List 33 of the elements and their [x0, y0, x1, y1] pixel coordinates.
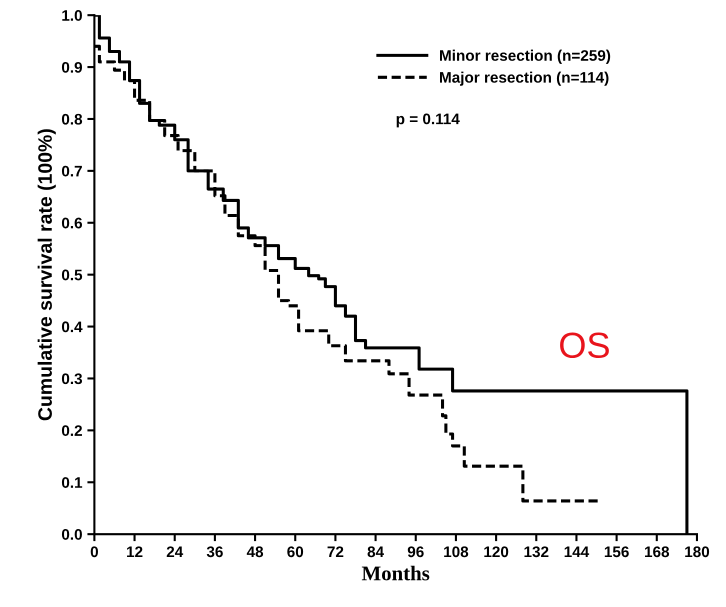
x-tick-label: 72 — [328, 546, 344, 558]
x-axis-title: Months — [362, 566, 430, 580]
x-tick-label: 36 — [206, 546, 223, 558]
y-axis-title: Cumulative survival rate (100%) — [38, 129, 56, 420]
y-tick-label: 0.8 — [62, 114, 82, 125]
x-tick-label: 120 — [484, 546, 508, 558]
y-tick-label: 0.3 — [62, 373, 82, 384]
x-tick-label: 132 — [524, 546, 548, 558]
legend-label: Major resection (n=114) — [440, 72, 608, 86]
x-tick-label: 144 — [564, 546, 590, 558]
x-tick-label: 156 — [604, 546, 629, 558]
y-tick-label: 0.5 — [62, 270, 82, 280]
y-tick-label: 0.0 — [62, 529, 82, 540]
x-tick-label: 168 — [645, 546, 670, 558]
x-tick-label: 60 — [287, 546, 304, 558]
y-tick-label: 1.0 — [62, 10, 82, 21]
x-tick-label: 0 — [90, 546, 98, 558]
annotation: OS — [560, 332, 609, 358]
y-tick-label: 0.7 — [62, 166, 82, 177]
x-tick-label: 12 — [127, 546, 142, 558]
x-tick-label: 108 — [444, 546, 468, 558]
legend-label: Minor resection (n=259) — [440, 50, 610, 64]
x-tick-label: 96 — [408, 546, 424, 558]
y-tick-label: 0.4 — [62, 321, 82, 332]
x-tick-label: 24 — [166, 546, 184, 558]
x-tick-label: 180 — [685, 546, 710, 558]
annotation: p = 0.114 — [396, 113, 460, 128]
x-tick-label: 48 — [246, 546, 264, 558]
y-tick-label: 0.6 — [62, 218, 82, 228]
y-tick-label: 0.9 — [62, 62, 82, 73]
y-tick-label: 0.1 — [62, 477, 82, 488]
y-tick-label: 0.2 — [62, 425, 82, 436]
x-tick-label: 84 — [368, 546, 384, 558]
